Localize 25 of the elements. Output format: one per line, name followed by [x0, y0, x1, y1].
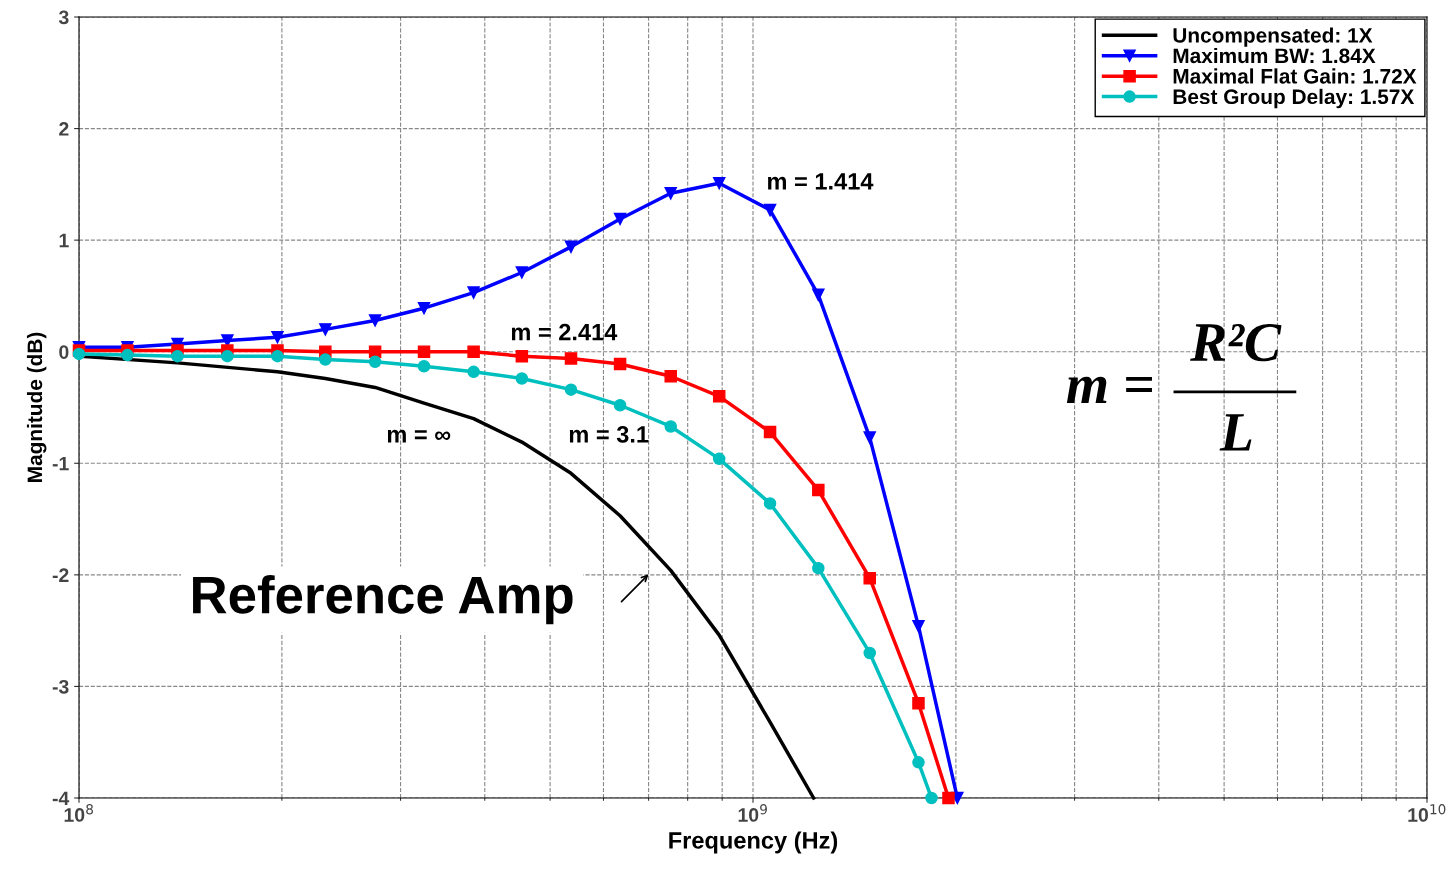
y-tick-label: 2 [59, 122, 69, 136]
y-tick-label: 3 [58, 10, 69, 25]
legend-label: Best Group Delay: 1.57X [1173, 88, 1415, 109]
annotation: m = 2.414 [511, 323, 618, 341]
annotation: m = [1066, 376, 1152, 403]
y-tick-label: -3 [52, 679, 69, 694]
annotation: L [1219, 414, 1252, 451]
x-tick-label: 10$^{10}$ [1408, 804, 1446, 822]
annotation: m = ∞ [387, 429, 451, 443]
x-tick-label: 10$^{8}$ [64, 804, 93, 822]
y-tick-label: -1 [52, 456, 69, 471]
y-tick-label: -2 [52, 568, 69, 582]
legend-label: Maximum BW: 1.84X [1173, 47, 1376, 64]
annotation: m = 3.1 [569, 426, 649, 443]
y-tick-label: 0 [59, 345, 69, 359]
legend-label: Uncompensated: 1X [1173, 27, 1373, 47]
x-tick-label: 10$^{9}$ [738, 804, 767, 822]
legend-label: Maximal Flat Gain: 1.72X [1173, 68, 1417, 84]
annotation: m = 1.414 [768, 173, 874, 190]
x-axis-title: Frequency (Hz) [669, 831, 838, 854]
annotation: R²C [1190, 323, 1282, 362]
annotation: Reference Amp [193, 575, 573, 625]
y-tick-label: 1 [59, 233, 69, 248]
y-axis-title: Magnitude (dB) [26, 332, 47, 482]
y-tick-label: -4 [52, 791, 70, 806]
